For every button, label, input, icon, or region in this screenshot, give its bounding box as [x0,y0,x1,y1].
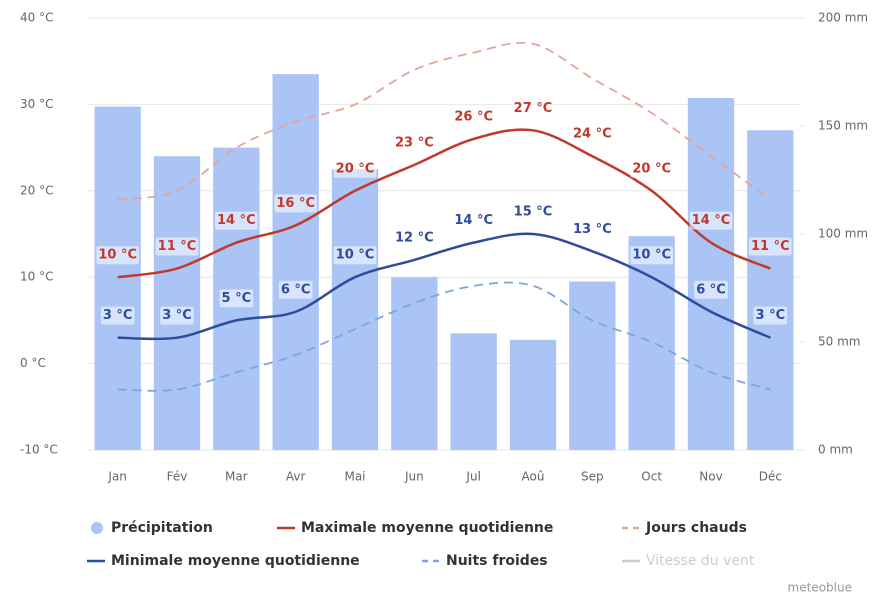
legend-label: Nuits froides [446,553,548,569]
bar [153,156,201,451]
bar [747,130,794,450]
x-tick-label: Déc [759,470,782,484]
data-label: 6 °C [281,282,311,297]
data-label-bg [333,246,377,265]
x-tick-label: Jun [404,470,424,484]
data-label: 24 °C [573,127,612,142]
data-label-bg [392,228,436,247]
data-label: 3 °C [103,308,133,323]
bar [331,169,379,450]
data-label-bg [274,194,318,213]
data-label-bg [630,246,674,265]
bar [450,333,497,450]
x-tick-label: Oct [641,470,662,484]
x-tick-label: Avr [286,470,306,484]
data-label-bg [748,237,792,256]
x-tick-label: Mai [344,470,365,484]
data-label-bg [630,159,674,178]
bar [569,281,616,450]
data-label: 10 °C [98,248,137,263]
line [117,128,771,279]
x-tick-label: Nov [699,470,722,484]
data-label: 10 °C [632,248,671,263]
data-label-bg [511,203,555,221]
data-label-bg [570,125,614,144]
data-label-bg [160,306,194,325]
data-label: 11 °C [158,239,197,254]
y-tick-label: 20 °C [20,183,53,197]
data-label: 16 °C [276,196,315,211]
data-label: 11 °C [751,239,790,254]
data-label: 14 °C [217,213,256,228]
data-label: 15 °C [514,205,553,220]
data-label: 3 °C [756,308,786,323]
y2-tick-label: 100 mm [818,227,868,241]
dashed-line [117,41,771,201]
y2-tick-label: 50 mm [818,335,860,349]
grid [88,17,800,451]
credit: meteoblue [788,581,852,595]
bar [94,106,141,450]
data-label: 27 °C [514,101,553,116]
data-label-bg [753,306,788,325]
data-label: 20 °C [632,161,671,176]
bar [272,74,319,450]
data-label: 6 °C [696,282,726,297]
line [117,232,771,341]
data-label: 26 °C [454,109,493,124]
data-label: 20 °C [336,161,375,176]
x-tick-label: Jan [107,470,127,484]
data-label-bg [155,237,199,256]
bar [687,97,735,451]
data-label-bg [452,211,496,230]
data-label: 13 °C [573,222,612,237]
y-tick-label: 40 °C [20,11,53,25]
x-tick-label: Fév [167,470,188,484]
data-label-bg [392,133,436,152]
bar [509,339,557,450]
data-label-bg [278,280,313,299]
dashed-line [117,281,771,392]
data-label-bg [214,211,258,230]
y-tick-label: -10 °C [20,443,58,457]
data-label: 14 °C [454,213,493,228]
data-label-bg [100,306,135,325]
y-tick-label: 30 °C [20,97,53,111]
data-label-bg [219,289,254,308]
x-tick-label: Mar [225,470,248,484]
data-label: 3 °C [162,308,192,323]
data-label: 10 °C [336,248,375,263]
bar [628,236,675,450]
data-label: 12 °C [395,230,434,245]
y2-tick-label: 0 mm [818,443,853,457]
y-tick-label: 10 °C [20,270,53,284]
data-label-bg [333,159,377,178]
x-tick-label: Jul [465,470,480,484]
data-label-bg [694,280,728,299]
legend-label: Jours chauds [645,520,747,536]
y2-tick-label: 150 mm [818,119,868,133]
data-label-bg [689,211,733,230]
data-label: 23 °C [395,135,434,150]
legend-symbol [91,522,103,534]
bars [94,74,794,451]
data-label-bg [511,99,555,118]
bar [391,277,438,450]
x-tick-label: Aoû [522,470,545,484]
y2-tick-label: 200 mm [818,11,868,25]
legend-label: Précipitation [111,520,213,536]
data-label: 14 °C [692,213,731,228]
data-label: 5 °C [222,291,252,306]
legend-label: Vitesse du vent [646,553,755,569]
x-tick-label: Sep [581,470,604,484]
legend-label: Maximale moyenne quotidienne [301,520,553,536]
data-label-bg [96,246,140,265]
data-label-bg [452,107,496,126]
y-tick-label: 0 °C [20,356,46,370]
data-label-bg [570,220,614,239]
legend-label: Minimale moyenne quotidienne [111,553,360,569]
